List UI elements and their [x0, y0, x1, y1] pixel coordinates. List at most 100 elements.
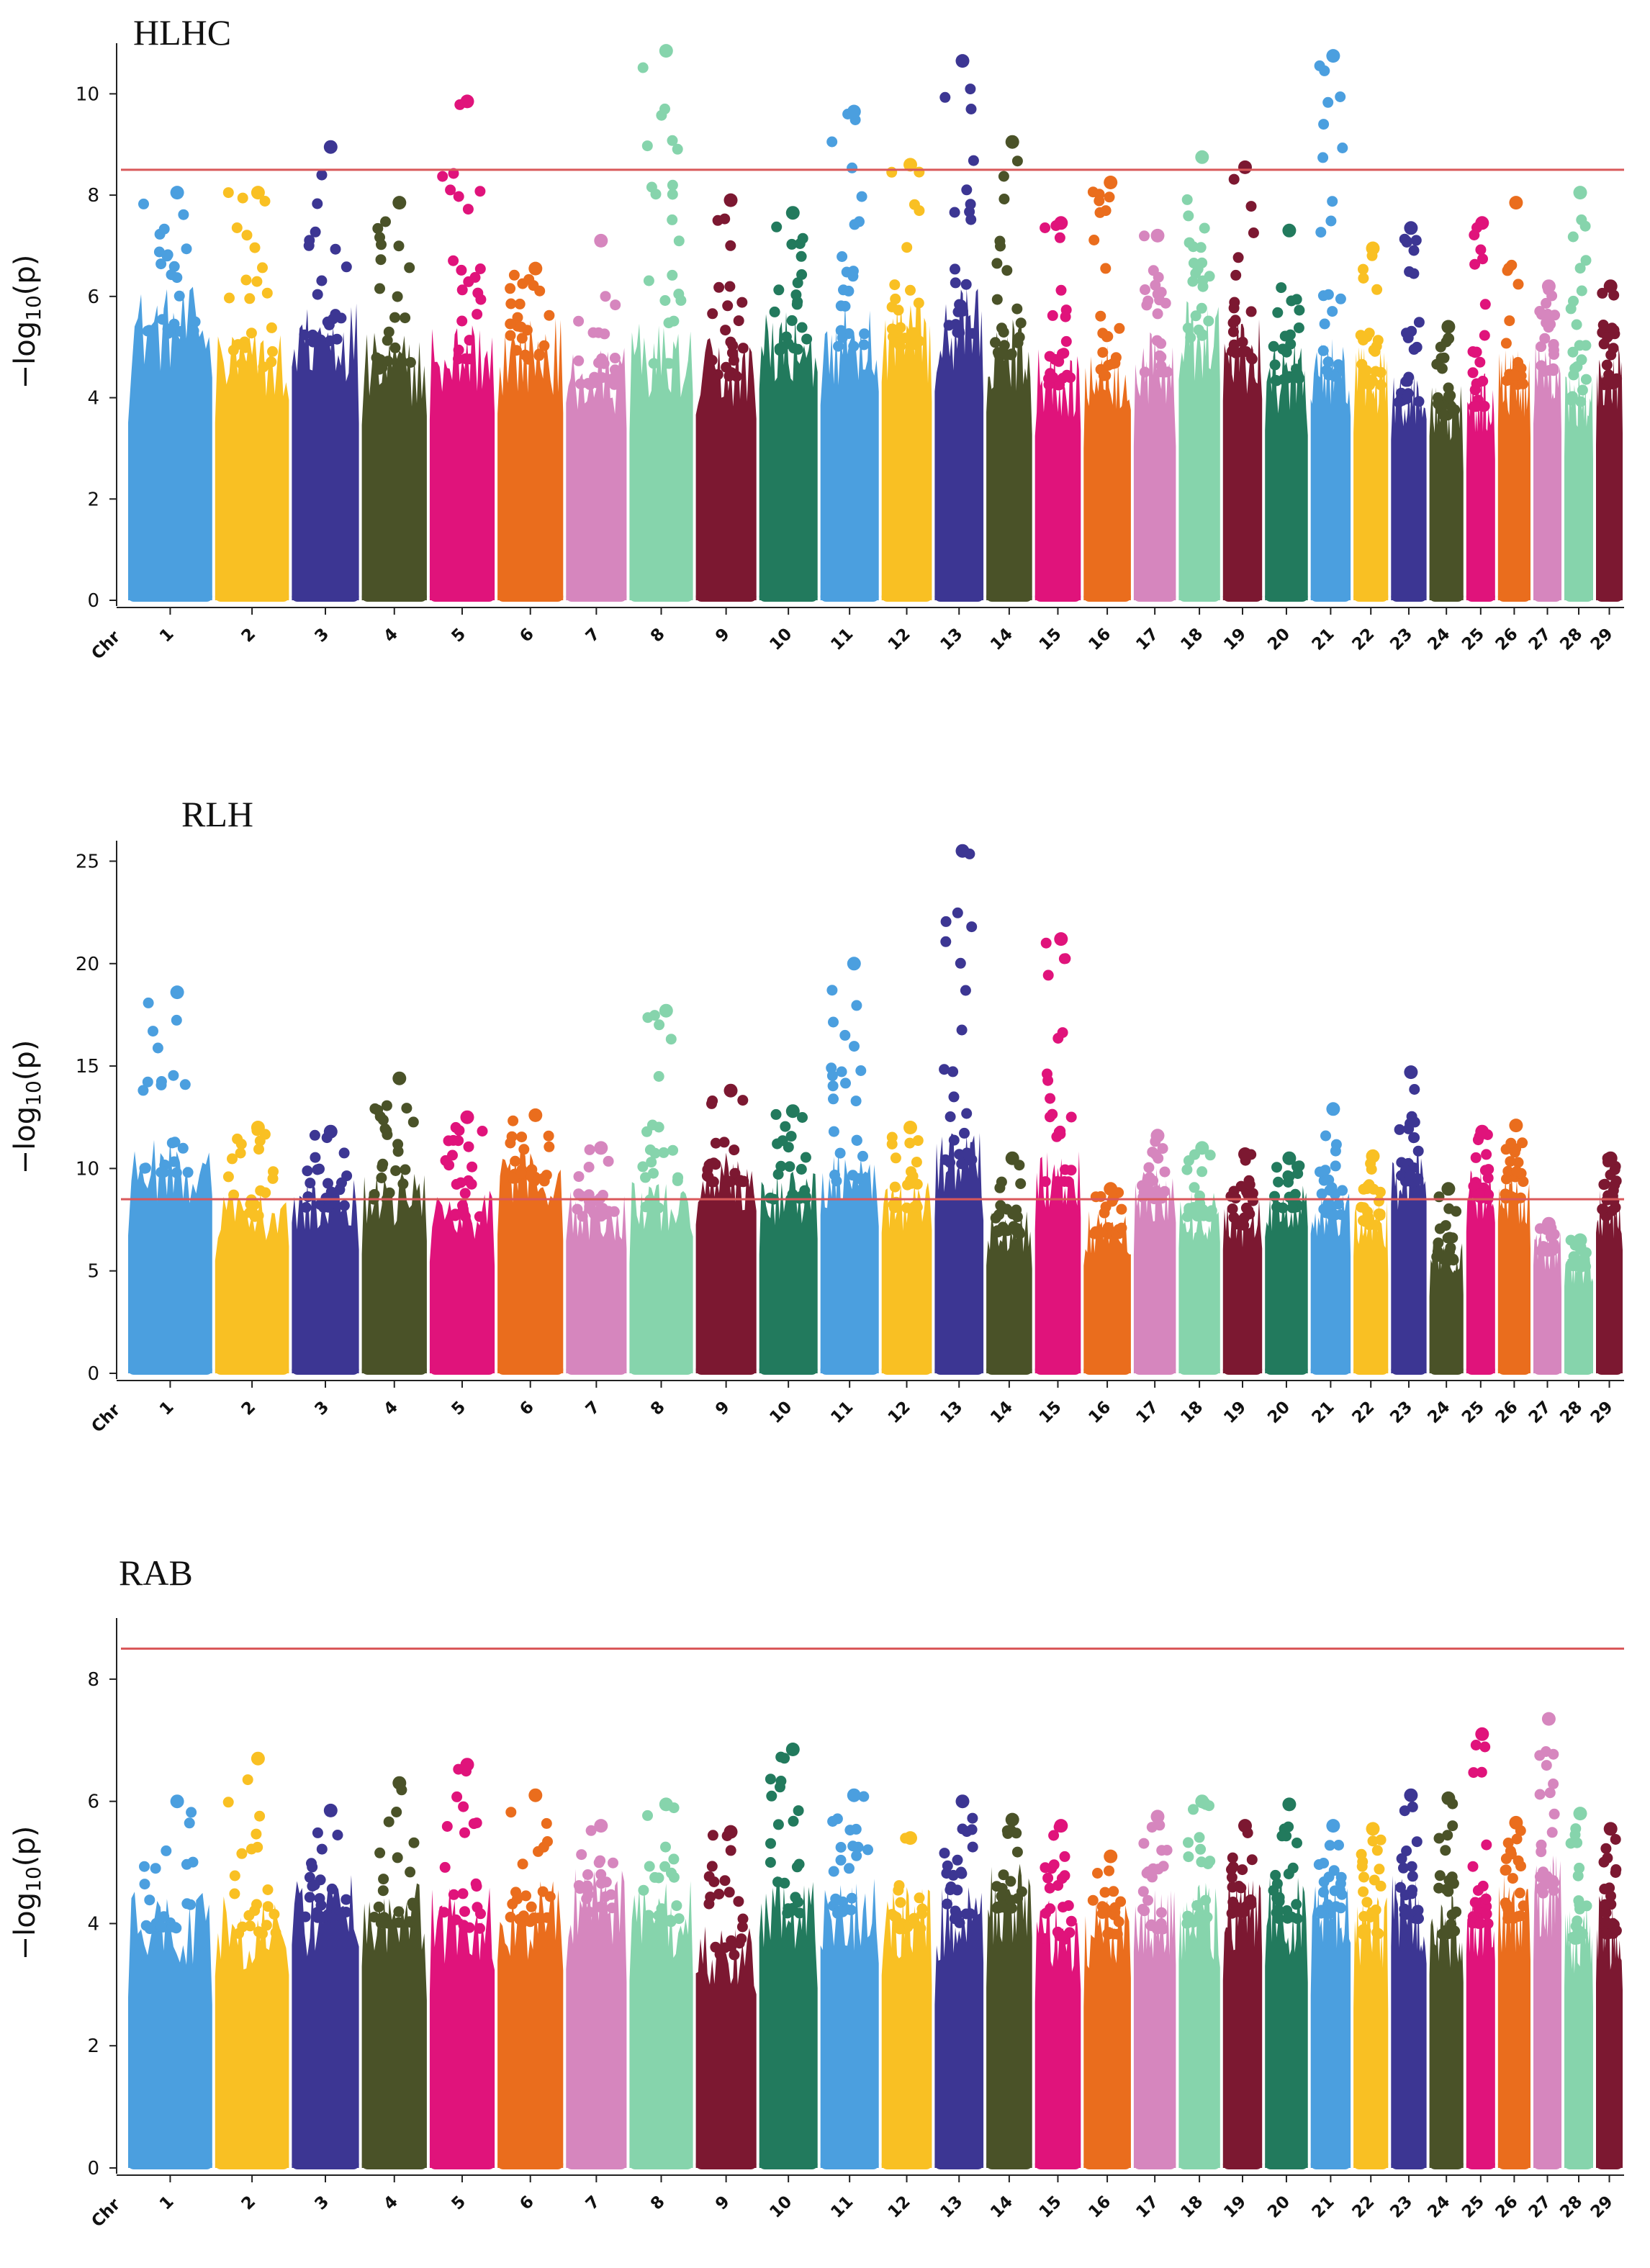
snp-point — [1189, 1182, 1200, 1193]
snp-point — [1112, 1928, 1123, 1940]
snp-point — [1567, 346, 1579, 358]
snp-point — [955, 957, 966, 969]
snp-point — [1609, 1164, 1620, 1175]
snp-point — [453, 191, 464, 202]
snp-point — [707, 1830, 718, 1841]
x-tick-label: 6 — [516, 625, 538, 646]
snp-point — [1330, 1209, 1340, 1221]
snp-point — [1606, 1205, 1618, 1216]
snp-point — [1610, 1834, 1621, 1845]
snp-point — [302, 1191, 314, 1203]
x-tick-label: 22 — [1348, 2192, 1378, 2222]
snp-point — [1374, 1863, 1385, 1875]
top-hit-point — [785, 1104, 800, 1119]
snp-point — [533, 1912, 544, 1924]
snp-point — [260, 1187, 271, 1198]
snp-point — [1286, 295, 1297, 307]
snp-point — [895, 322, 906, 333]
snp-point — [915, 1923, 927, 1934]
chromosome-9: 9 — [695, 1825, 757, 2214]
snp-point — [991, 294, 1003, 305]
snp-point — [236, 1848, 248, 1859]
snp-point — [1196, 302, 1207, 314]
snp-point — [1286, 1202, 1298, 1214]
snp-mass-base — [820, 2159, 879, 2169]
x-tick-label: 3 — [312, 1398, 333, 1419]
snp-point — [1054, 379, 1065, 391]
snp-mass-base — [1564, 592, 1594, 602]
snp-point — [1542, 309, 1554, 320]
snp-point — [1451, 1906, 1462, 1917]
snp-point — [1400, 1908, 1411, 1920]
snp-point — [795, 1164, 807, 1175]
top-hit-point — [594, 1819, 608, 1833]
snp-point — [997, 1221, 1009, 1233]
snp-mass — [566, 348, 627, 600]
snp-point — [1232, 252, 1244, 263]
snp-mass — [429, 1191, 495, 1373]
snp-point — [609, 353, 621, 363]
x-tick-label: 10 — [766, 1398, 795, 1427]
snp-mass — [1429, 1242, 1464, 1373]
snp-point — [1099, 369, 1110, 381]
snp-point — [1059, 1870, 1070, 1881]
snp-point — [773, 284, 785, 296]
snp-point — [162, 323, 173, 335]
snp-point — [573, 315, 585, 327]
snp-mass-base — [128, 1365, 212, 1375]
snp-mass — [128, 286, 212, 600]
snp-point — [608, 1857, 618, 1869]
snp-point — [1502, 1165, 1514, 1177]
snp-point — [795, 250, 807, 262]
y-axis-label: −log10(p) — [9, 1826, 45, 1961]
snp-mass-base — [1310, 2159, 1351, 2169]
snp-point — [533, 350, 545, 361]
chromosome-15: 15 — [1034, 216, 1081, 654]
chromosome-5: 5 — [429, 94, 495, 646]
snp-mass-base — [1353, 1365, 1389, 1375]
snp-point — [850, 1823, 862, 1835]
snp-point — [1356, 1861, 1368, 1872]
snp-point — [270, 1927, 281, 1938]
top-hit-point — [170, 1794, 184, 1809]
snp-point — [907, 1170, 919, 1182]
snp-point — [1012, 337, 1024, 348]
x-tick-label: 20 — [1264, 2192, 1294, 2222]
snp-mass — [1466, 373, 1495, 600]
snp-point — [1246, 1854, 1258, 1866]
top-hit-point — [1195, 150, 1209, 164]
snp-point — [142, 1076, 153, 1088]
snp-mass-base — [1429, 1365, 1464, 1375]
chromosome-23: 23 — [1387, 1065, 1427, 1427]
snp-point — [140, 1162, 151, 1174]
snp-mass-base — [1497, 592, 1530, 602]
snp-point — [1479, 1165, 1491, 1176]
top-hit-point — [1509, 196, 1523, 210]
snp-point — [573, 1880, 585, 1892]
snp-point — [161, 1845, 172, 1856]
top-hit-point — [1150, 228, 1165, 243]
snp-point — [1138, 1838, 1150, 1849]
snp-point — [330, 243, 341, 255]
snp-point — [1048, 1830, 1060, 1841]
snp-point — [949, 1913, 960, 1925]
snp-point — [672, 1175, 683, 1186]
snp-point — [786, 238, 798, 250]
snp-point — [957, 1823, 968, 1835]
chromosome-13: 13 — [934, 844, 984, 1427]
y-tick-label: 20 — [76, 954, 99, 975]
snp-point — [1245, 201, 1257, 212]
snp-point — [1055, 284, 1067, 296]
chromosome-24: 24 — [1424, 320, 1464, 654]
snp-point — [1441, 336, 1452, 348]
snp-point — [227, 345, 239, 356]
snp-point — [996, 1890, 1007, 1902]
x-tick-label: 18 — [1177, 1398, 1207, 1427]
snp-point — [261, 287, 273, 299]
snp-point — [233, 1928, 245, 1939]
snp-point — [1237, 336, 1248, 348]
snp-mass — [292, 1875, 359, 2168]
snp-point — [998, 194, 1010, 204]
snp-point — [673, 235, 685, 247]
snp-point — [1371, 1845, 1383, 1856]
